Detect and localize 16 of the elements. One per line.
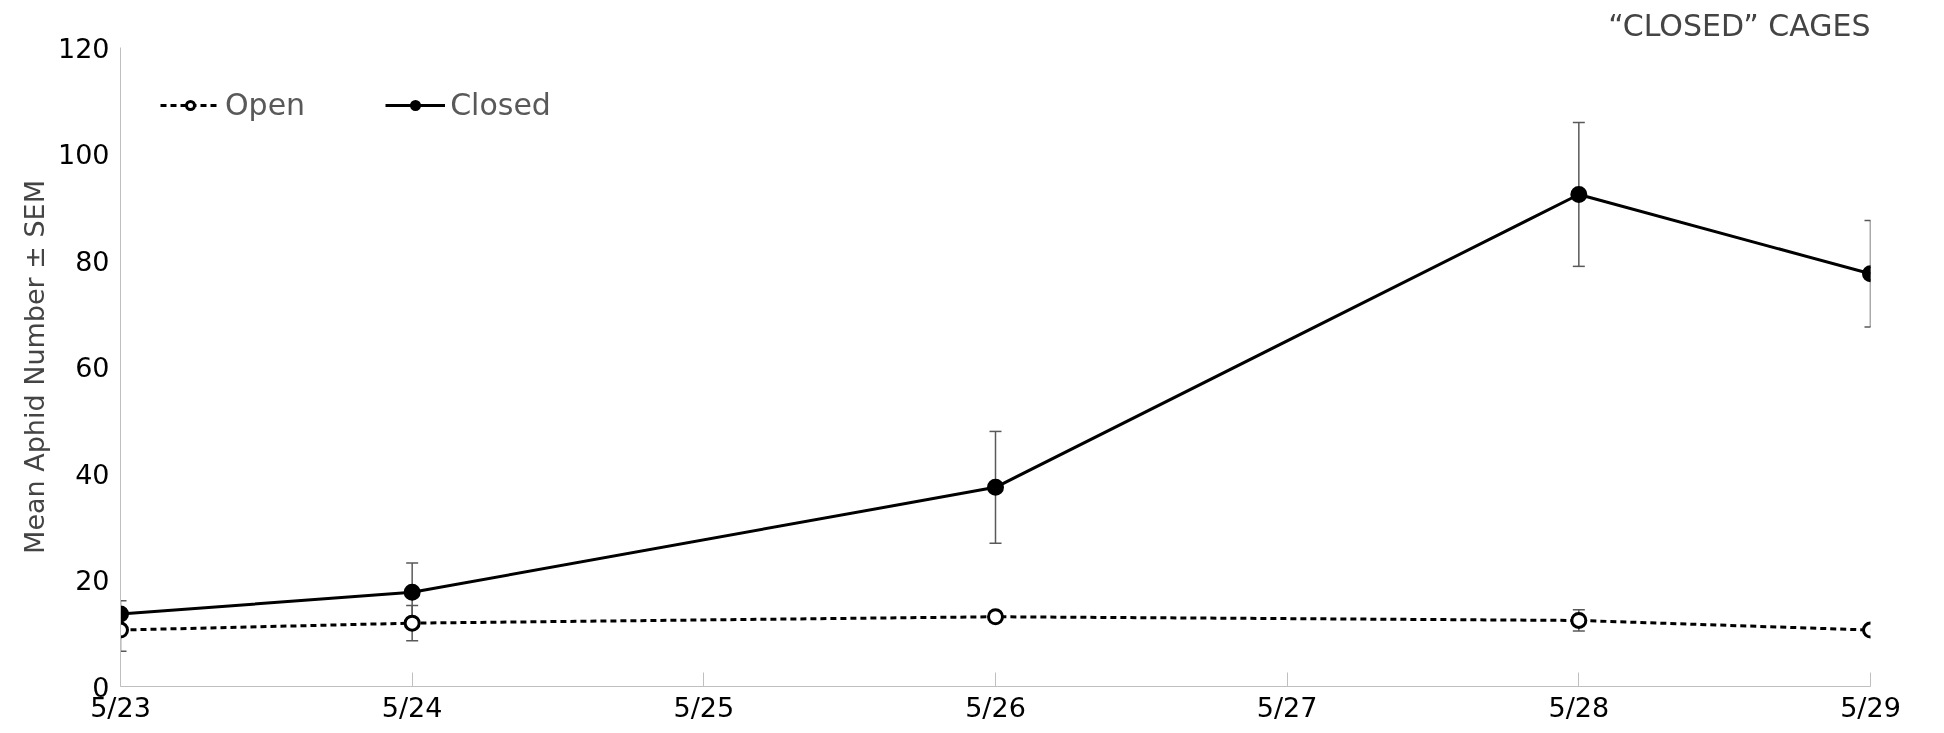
y-tick-label: 100 xyxy=(57,139,110,170)
x-tick-label: 5/27 xyxy=(1256,691,1318,723)
x-tick-label: 5/26 xyxy=(965,691,1026,723)
y-tick-label: 20 xyxy=(75,565,110,596)
y-tick-label: 40 xyxy=(75,458,110,490)
y-tick-label: 80 xyxy=(75,245,110,277)
x-tick-label: 5/24 xyxy=(381,691,443,723)
x-tick-label: 5/29 xyxy=(1840,691,1901,723)
y-tick-label: 60 xyxy=(75,352,110,383)
y-tick-label: 120 xyxy=(57,32,110,64)
legend-label: Open xyxy=(225,87,306,122)
y-axis-title: Mean Aphid Number ± SEM xyxy=(18,180,50,554)
x-tick-label: 5/28 xyxy=(1548,691,1610,723)
chart-title: “CLOSED” CAGES xyxy=(1608,7,1871,43)
legend-label: Closed xyxy=(450,87,551,122)
x-tick-label: 5/25 xyxy=(673,691,735,723)
